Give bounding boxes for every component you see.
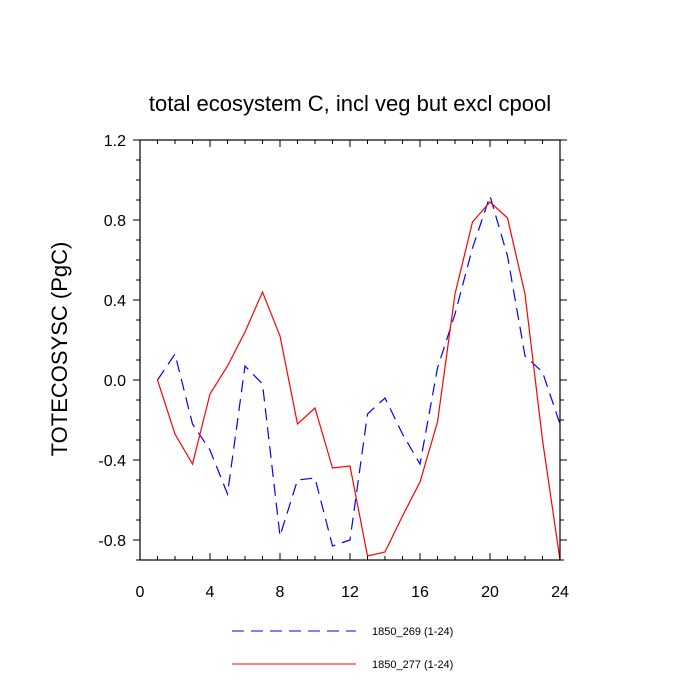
- x-tick-label: 4: [206, 584, 215, 601]
- x-tick-label: 16: [411, 584, 429, 601]
- tick-labels-group: 0 4 8 12 16 20 24 1.2 0.8 0.4 0.0 -0.4 -0.8: [98, 133, 569, 601]
- legend-label-1: 1850_269 (1-24): [372, 626, 453, 638]
- x-tick-label: 0: [136, 584, 145, 601]
- series-line-1: [157, 193, 560, 547]
- series-line-2: [156, 201, 560, 560]
- y-tick-label: 1.2: [104, 133, 126, 150]
- axes-group: [133, 139, 567, 561]
- x-tick-label: 24: [551, 584, 569, 601]
- legend-label-2: 1850_277 (1-24): [372, 659, 453, 671]
- x-tick-label: 20: [481, 584, 499, 601]
- x-tick-label: 12: [341, 584, 359, 601]
- y-tick-label: -0.8: [98, 533, 126, 550]
- y-axis-label: TOTECOSYSC (PgC): [47, 242, 72, 457]
- legend: 1850_269 (1-24) 1850_277 (1-24): [232, 626, 453, 671]
- y-tick-label: 0.0: [104, 373, 126, 390]
- y-tick-label: 0.8: [104, 213, 126, 230]
- series-group: [156, 193, 560, 560]
- y-tick-label: 0.4: [104, 293, 126, 310]
- plot-frame: [139, 139, 561, 561]
- x-tick-label: 8: [276, 584, 285, 601]
- chart-title: total ecosystem C, incl veg but excl cpo…: [149, 91, 551, 116]
- y-tick-label: -0.4: [98, 453, 126, 470]
